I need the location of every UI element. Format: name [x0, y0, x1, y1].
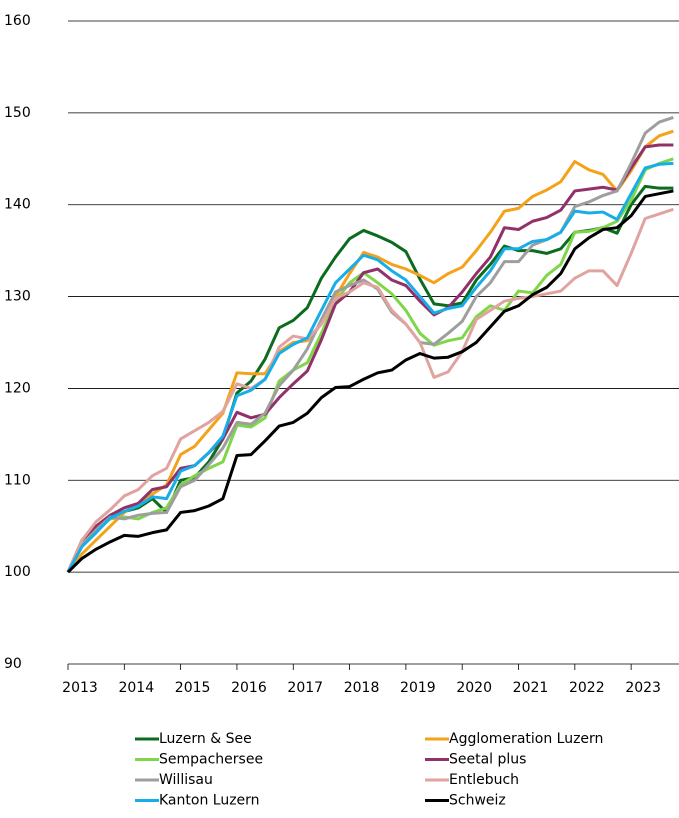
series-line [66, 207, 674, 573]
legend-label: Agglomeration Luzern [449, 731, 603, 747]
x-tick-label: 2017 [287, 680, 323, 696]
x-tick-label: 2016 [231, 680, 267, 696]
series-line [66, 189, 674, 574]
plot-area [66, 116, 674, 574]
y-tick-label: 160 [4, 13, 31, 29]
legend-label: Seetal plus [449, 752, 526, 768]
x-tick-label: 2018 [344, 680, 380, 696]
legend-label: Sempachersee [159, 752, 263, 768]
legend-label: Kanton Luzern [159, 793, 260, 809]
series-line [66, 129, 674, 574]
x-tick-label: 2014 [118, 680, 154, 696]
grid: 90 100 110 120 130 140 150 160 2013 2014 2015 2016 2… [4, 13, 679, 696]
legend-label: Willisau [159, 772, 213, 788]
x-tick-label: 2019 [400, 680, 436, 696]
series-line [66, 143, 674, 573]
x-tick-label: 2015 [175, 680, 211, 696]
legend-label: Schweiz [449, 793, 506, 809]
legend-label: Entlebuch [449, 772, 519, 788]
legend: Luzern & See Agglomeration Luzern Sempache… [135, 731, 603, 809]
x-tick-label: 2023 [625, 680, 661, 696]
y-tick-label: 150 [4, 105, 31, 121]
y-tick-label: 120 [4, 380, 31, 396]
y-tick-label: 110 [4, 472, 31, 488]
legend-label: Luzern & See [159, 731, 252, 747]
x-tick-label: 2022 [569, 680, 605, 696]
y-tick-label: 130 [4, 289, 31, 305]
series-line [66, 157, 674, 573]
series-line [66, 161, 674, 573]
x-tick-label: 2020 [456, 680, 492, 696]
y-tick-label: 90 [4, 656, 22, 672]
y-tick-label: 100 [4, 564, 31, 580]
x-tick-label: 2021 [513, 680, 549, 696]
y-tick-label: 140 [4, 197, 31, 213]
x-tick-label: 2013 [62, 680, 98, 696]
